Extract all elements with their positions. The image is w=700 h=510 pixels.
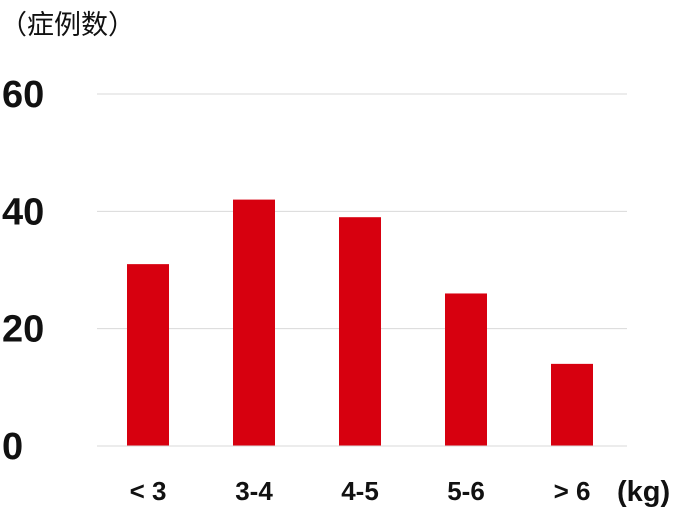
y-tick-label: 0	[2, 426, 23, 468]
x-tick-label: 4-5	[341, 476, 379, 506]
y-tick-label: 40	[2, 191, 44, 233]
y-tick-label: 20	[2, 309, 44, 351]
bar	[445, 293, 487, 446]
y-tick-label: 60	[2, 74, 44, 116]
bars	[127, 199, 593, 446]
bar	[339, 217, 381, 446]
x-axis-unit-label: (kg)	[617, 476, 670, 508]
bar	[127, 264, 169, 446]
y-axis-label: （症例数）	[0, 10, 135, 41]
bar	[233, 199, 275, 446]
x-tick-labels: < 3 3-4 4-5 5-6 > 6	[130, 476, 591, 506]
bar	[551, 363, 593, 446]
x-tick-label: > 6	[554, 476, 591, 506]
y-tick-labels: 0 20 40 60	[2, 74, 44, 468]
x-tick-label: 3-4	[235, 476, 273, 506]
x-tick-label: 5-6	[447, 476, 485, 506]
x-tick-label: < 3	[130, 476, 167, 506]
